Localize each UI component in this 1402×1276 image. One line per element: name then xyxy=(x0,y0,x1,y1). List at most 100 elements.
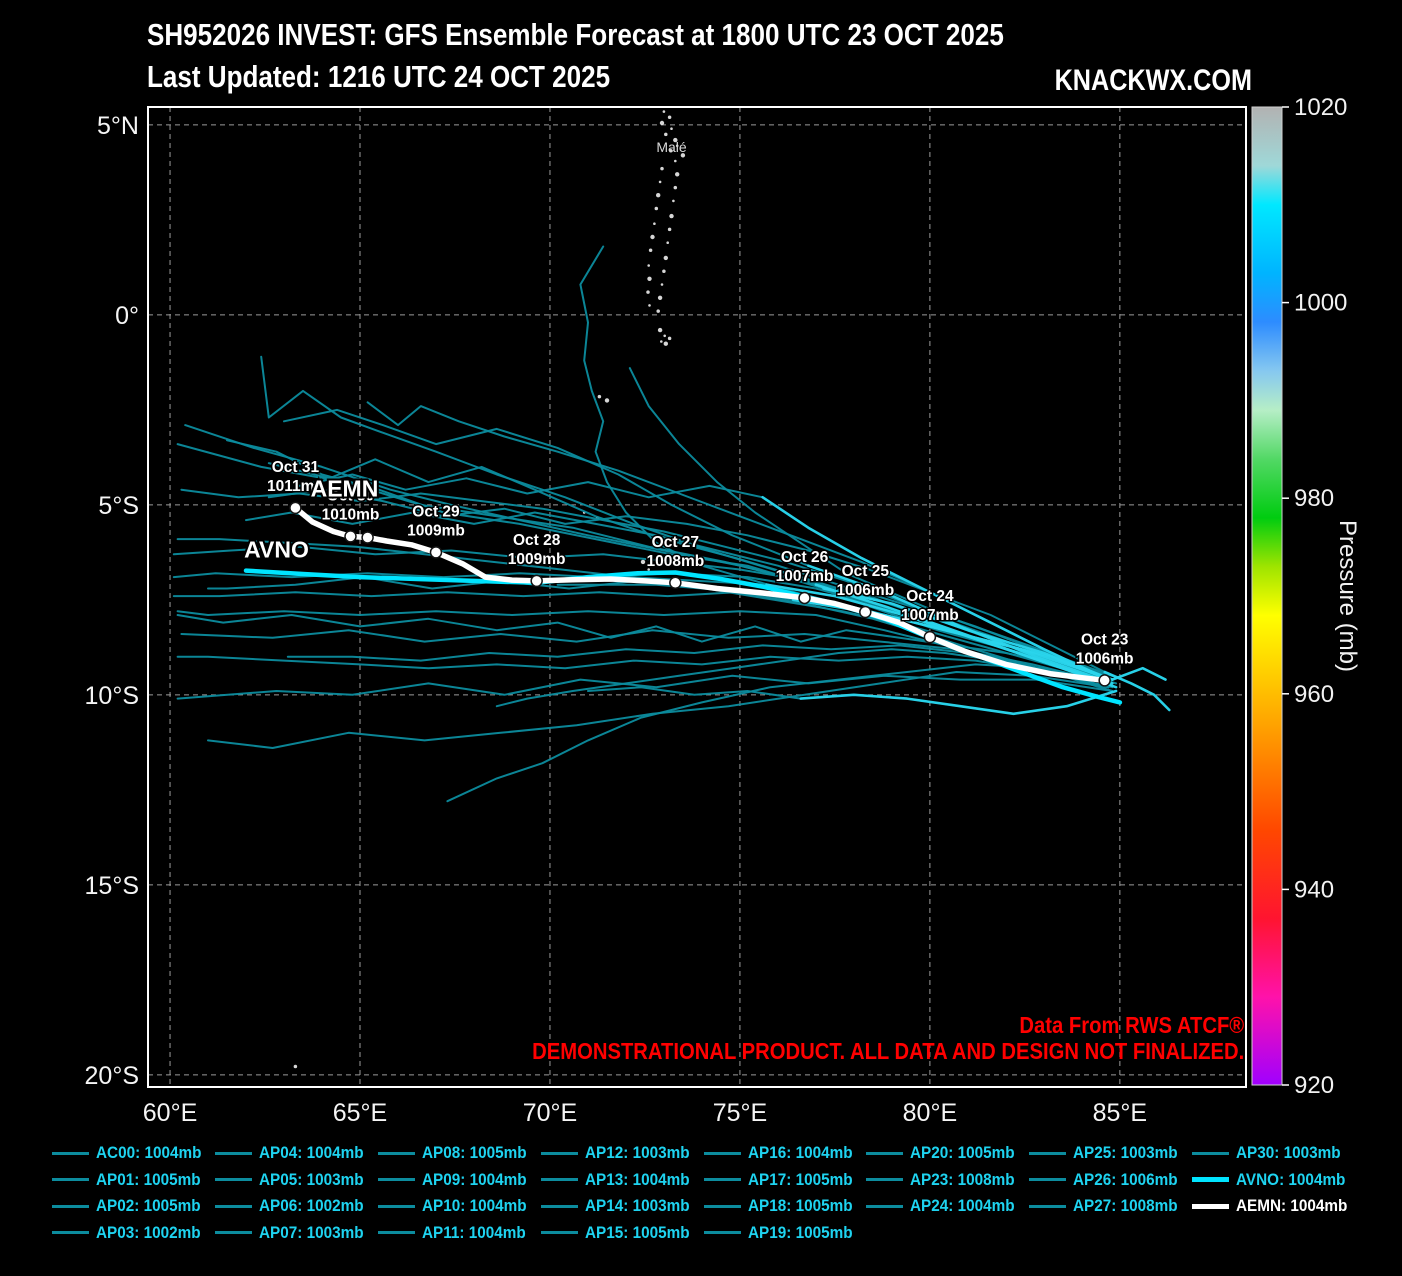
legend-swatch xyxy=(540,1204,578,1208)
x-tick-label: 60°E xyxy=(143,1099,197,1127)
avno-label: AVNO xyxy=(244,536,309,562)
legend-swatch xyxy=(1192,1151,1230,1155)
legend-swatch xyxy=(540,1231,578,1235)
legend-label: AP01: 1005mb xyxy=(96,1169,201,1189)
legend-item-ap07: AP07: 1003mb xyxy=(214,1220,378,1247)
aemn-point xyxy=(859,605,872,619)
y-tick-label: 10°S xyxy=(85,682,139,710)
legend-swatch xyxy=(214,1178,252,1182)
legend-item-ap08: AP08: 1005mb xyxy=(377,1140,541,1167)
legend-item-ap17: AP17: 1005mb xyxy=(703,1167,867,1194)
map-border xyxy=(147,106,1247,1088)
ensemble-track-bright xyxy=(799,689,1118,716)
legend-item-ap23: AP23: 1008mb xyxy=(866,1167,1029,1194)
legend-item-ap12: AP12: 1003mb xyxy=(540,1140,704,1167)
legend-item-ap27: AP27: 1008mb xyxy=(1029,1193,1192,1220)
track-point-label: Oct 23 1006mb xyxy=(1076,631,1134,667)
brand-watermark: KNACKWX.COM xyxy=(1054,64,1252,97)
y-tick-label: 0° xyxy=(115,302,139,330)
aemn-point xyxy=(289,501,302,515)
legend-item-ap30: AP30: 1003mb xyxy=(1192,1140,1360,1167)
disclaimer: Data From RWS ATCF® DEMONSTRATIONAL PROD… xyxy=(532,1012,1244,1065)
chart-title: SH952026 INVEST: GFS Ensemble Forecast a… xyxy=(147,17,1004,52)
legend-label: AP05: 1003mb xyxy=(258,1169,364,1189)
grid-lines xyxy=(148,107,1246,1087)
legend-item-ap04: AP04: 1004mb xyxy=(214,1140,378,1167)
legend-item-ac00: AC00: 1004mb xyxy=(52,1140,215,1167)
track-point-label: Oct 26 1007mb xyxy=(776,549,834,585)
legend-item-ap02: AP02: 1005mb xyxy=(52,1193,215,1220)
ensemble-track xyxy=(267,488,1114,677)
ensemble-track xyxy=(207,671,1110,749)
legend-column: AC00: 1004mb AP01: 1005mb AP02: 1005mb AP03… xyxy=(52,1140,215,1246)
x-tick-label: 80°E xyxy=(903,1099,957,1127)
legend-swatch xyxy=(214,1231,252,1235)
ensemble-track xyxy=(446,663,1114,803)
legend-column: AP04: 1004mb AP05: 1003mb AP06: 1002mb AP07… xyxy=(214,1140,378,1247)
legend-label: AP25: 1003mb xyxy=(1073,1143,1178,1163)
legend-item-avno: AVNO: 1004mb xyxy=(1192,1167,1360,1194)
ensemble-track-bright xyxy=(806,564,1114,685)
track-point-label: Oct 27 1008mb xyxy=(646,534,704,570)
legend-item-ap20: AP20: 1005mb xyxy=(866,1140,1029,1167)
legend-swatch xyxy=(703,1178,741,1182)
legend-swatch xyxy=(703,1204,741,1208)
legend-item-ap05: AP05: 1003mb xyxy=(214,1167,378,1194)
track-point-label: Oct 31 1011mb xyxy=(267,459,324,495)
legend-label: AP26: 1006mb xyxy=(1073,1169,1178,1189)
legend-label: AP15: 1005mb xyxy=(584,1222,690,1242)
legend-label: AP16: 1004mb xyxy=(747,1143,853,1163)
axis-tick-labels: 60°E 65°E 70°E 75°E 80°E 85°E 5°N 0° 5°S 10°S 15°S… xyxy=(85,112,1148,1127)
legend-item-ap10: AP10: 1004mb xyxy=(377,1193,541,1220)
legend-item-ap16: AP16: 1004mb xyxy=(703,1140,867,1167)
track-point-label: Oct 29 1009mb xyxy=(407,503,465,539)
legend-label: AP30: 1003mb xyxy=(1236,1143,1341,1163)
legend-swatch xyxy=(52,1151,89,1155)
colorbar-axis-label: Pressure (mb) xyxy=(1334,520,1361,672)
legend-swatch xyxy=(377,1231,415,1235)
ensemble-track-bright xyxy=(765,583,1110,685)
legend-column: AP08: 1005mb AP09: 1004mb AP10: 1004mb AP11… xyxy=(377,1140,541,1247)
legend-swatch xyxy=(540,1178,578,1182)
legend-label: AP19: 1005mb xyxy=(747,1222,853,1242)
ensemble-track xyxy=(267,458,1106,677)
track-point-label: Oct 28 1009mb xyxy=(508,532,566,568)
legend-swatch xyxy=(377,1178,415,1182)
legend-item-ap25: AP25: 1003mb xyxy=(1029,1140,1192,1167)
colorbar-tick-label: 920 xyxy=(1294,1072,1334,1099)
ensemble-track xyxy=(176,614,1110,685)
title-block: SH952026 INVEST: GFS Ensemble Forecast a… xyxy=(147,14,1167,98)
y-tick-label: 20°S xyxy=(85,1062,139,1090)
legend-label: AP10: 1004mb xyxy=(421,1196,527,1216)
island-dots xyxy=(293,110,686,1069)
legend-swatch xyxy=(866,1151,904,1155)
legend-column: AP16: 1004mb AP17: 1005mb AP18: 1005mb AP19… xyxy=(703,1140,867,1246)
aemn-label: AEMN xyxy=(311,475,379,501)
legend-item-ap11: AP11: 1004mb xyxy=(377,1220,541,1247)
legend-swatch xyxy=(214,1151,252,1155)
ensemble-legend: AC00: 1004mb AP01: 1005mb AP02: 1005mb AP03… xyxy=(52,1140,1360,1246)
legend-swatch xyxy=(377,1151,415,1155)
model-name-labels: AEMN AVNO xyxy=(242,473,380,564)
ensemble-track xyxy=(628,367,1114,677)
disclaimer-source: Data From RWS ATCF® xyxy=(1019,1012,1244,1038)
aemn-point xyxy=(361,531,374,544)
legend-swatch xyxy=(214,1204,252,1208)
ensemble-track xyxy=(176,674,1114,700)
aemn-track xyxy=(292,505,1108,684)
legend-label: AP23: 1008mb xyxy=(910,1169,1016,1189)
legend-column: AP20: 1005mb AP23: 1008mb AP24: 1004mb xyxy=(866,1140,1029,1246)
legend-label: AP07: 1003mb xyxy=(258,1222,364,1242)
aemn-track-points xyxy=(289,501,1111,687)
legend-swatch xyxy=(866,1204,904,1208)
aemn-point xyxy=(429,546,443,559)
legend-label: AP24: 1004mb xyxy=(910,1196,1016,1216)
x-tick-label: 75°E xyxy=(713,1099,767,1127)
legend-item-ap18: AP18: 1005mb xyxy=(703,1193,867,1220)
legend-label: AP27: 1008mb xyxy=(1073,1196,1178,1216)
legend-swatch xyxy=(1192,1203,1230,1209)
aemn-point xyxy=(530,574,543,588)
legend-swatch xyxy=(52,1231,89,1235)
